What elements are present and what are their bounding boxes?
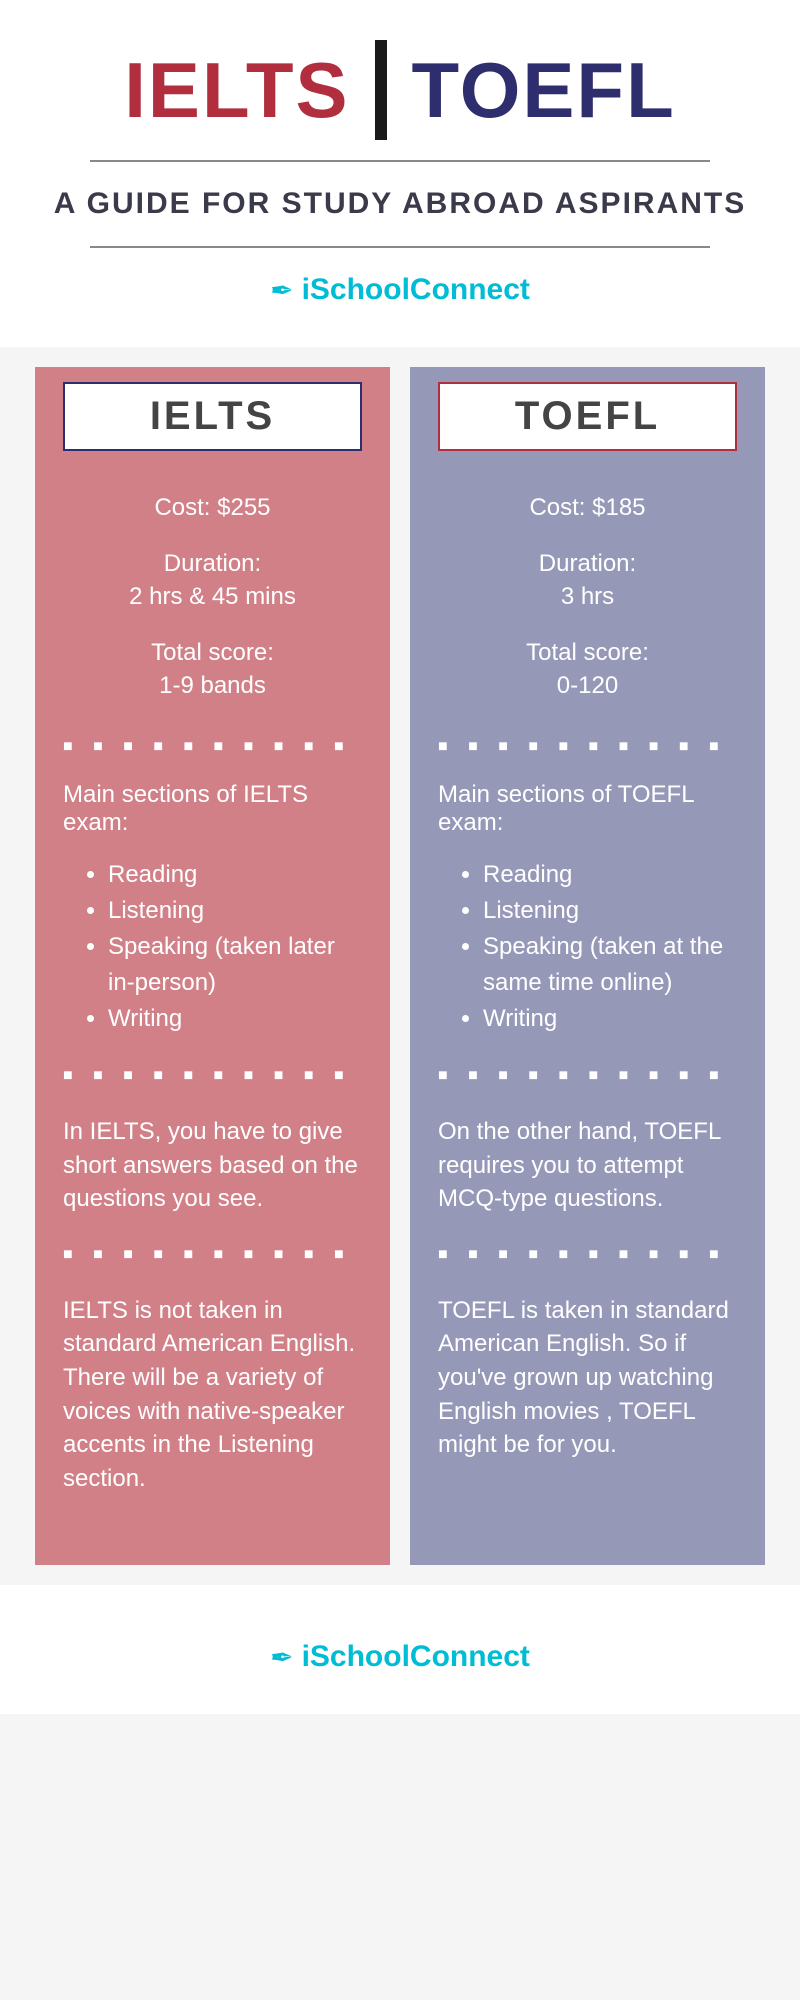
list-item: Reading — [108, 857, 362, 893]
title-divider — [375, 40, 387, 140]
toefl-stats: Cost: $185 Duration:3 hrs Total score:0-… — [438, 491, 737, 703]
logo-text: iSchoolConnect — [302, 1640, 530, 1674]
hr-bottom — [90, 246, 710, 248]
toefl-column: TOEFL Cost: $185 Duration:3 hrs Total sc… — [410, 367, 765, 1565]
footer: ✒ iSchoolConnect — [0, 1585, 800, 1714]
dotted-divider: ■ ■ ■ ■ ■ ■ ■ ■ ■ ■ ■ ■ ■ ■ — [438, 1067, 737, 1085]
list-item: Reading — [483, 857, 737, 893]
ielts-title-box: IELTS — [63, 382, 362, 451]
logo-text: iSchoolConnect — [302, 273, 530, 307]
ielts-stats: Cost: $255 Duration:2 hrs & 45 mins Tota… — [63, 491, 362, 703]
toefl-para1: On the other hand, TOEFL requires you to… — [438, 1115, 737, 1216]
logo-header: ✒ iSchoolConnect — [50, 273, 750, 307]
dotted-divider: ■ ■ ■ ■ ■ ■ ■ ■ ■ ■ ■ ■ ■ ■ — [438, 738, 737, 756]
list-item: Listening — [108, 893, 362, 929]
title-row: IELTS TOEFL — [50, 40, 750, 140]
ielts-sections-list: Reading Listening Speaking (taken later … — [63, 857, 362, 1037]
ielts-para1: In IELTS, you have to give short answers… — [63, 1115, 362, 1216]
toefl-col-title: TOEFL — [470, 394, 705, 439]
pen-icon: ✒ — [270, 274, 293, 307]
dotted-divider: ■ ■ ■ ■ ■ ■ ■ ■ ■ ■ ■ ■ ■ ■ — [63, 1246, 362, 1264]
ielts-cost: Cost: $255 — [63, 491, 362, 525]
list-item: Writing — [108, 1001, 362, 1037]
pen-icon: ✒ — [270, 1641, 293, 1674]
toefl-score: Total score:0-120 — [438, 636, 737, 703]
comparison-columns: IELTS Cost: $255 Duration:2 hrs & 45 min… — [0, 347, 800, 1585]
list-item: Listening — [483, 893, 737, 929]
toefl-title-box: TOEFL — [438, 382, 737, 451]
list-item: Speaking (taken later in-person) — [108, 929, 362, 1001]
subtitle: A GUIDE FOR STUDY ABROAD ASPIRANTS — [50, 187, 750, 221]
ielts-para2: IELTS is not taken in standard American … — [63, 1294, 362, 1496]
dotted-divider: ■ ■ ■ ■ ■ ■ ■ ■ ■ ■ ■ ■ ■ ■ — [63, 1067, 362, 1085]
list-item: Speaking (taken at the same time online) — [483, 929, 737, 1001]
title-ielts: IELTS — [124, 45, 349, 136]
toefl-para2: TOEFL is taken in standard American Engl… — [438, 1294, 737, 1462]
header: IELTS TOEFL A GUIDE FOR STUDY ABROAD ASP… — [0, 0, 800, 347]
logo-footer: ✒ iSchoolConnect — [0, 1640, 800, 1674]
list-item: Writing — [483, 1001, 737, 1037]
dotted-divider: ■ ■ ■ ■ ■ ■ ■ ■ ■ ■ ■ ■ ■ ■ — [438, 1246, 737, 1264]
ielts-column: IELTS Cost: $255 Duration:2 hrs & 45 min… — [35, 367, 390, 1565]
title-toefl: TOEFL — [412, 45, 676, 136]
ielts-col-title: IELTS — [95, 394, 330, 439]
dotted-divider: ■ ■ ■ ■ ■ ■ ■ ■ ■ ■ ■ ■ ■ ■ — [63, 738, 362, 756]
ielts-score: Total score:1-9 bands — [63, 636, 362, 703]
hr-top — [90, 160, 710, 162]
toefl-duration: Duration:3 hrs — [438, 547, 737, 614]
toefl-sections-title: Main sections of TOEFL exam: — [438, 781, 737, 837]
ielts-duration: Duration:2 hrs & 45 mins — [63, 547, 362, 614]
toefl-sections-list: Reading Listening Speaking (taken at the… — [438, 857, 737, 1037]
toefl-cost: Cost: $185 — [438, 491, 737, 525]
ielts-sections-title: Main sections of IELTS exam: — [63, 781, 362, 837]
